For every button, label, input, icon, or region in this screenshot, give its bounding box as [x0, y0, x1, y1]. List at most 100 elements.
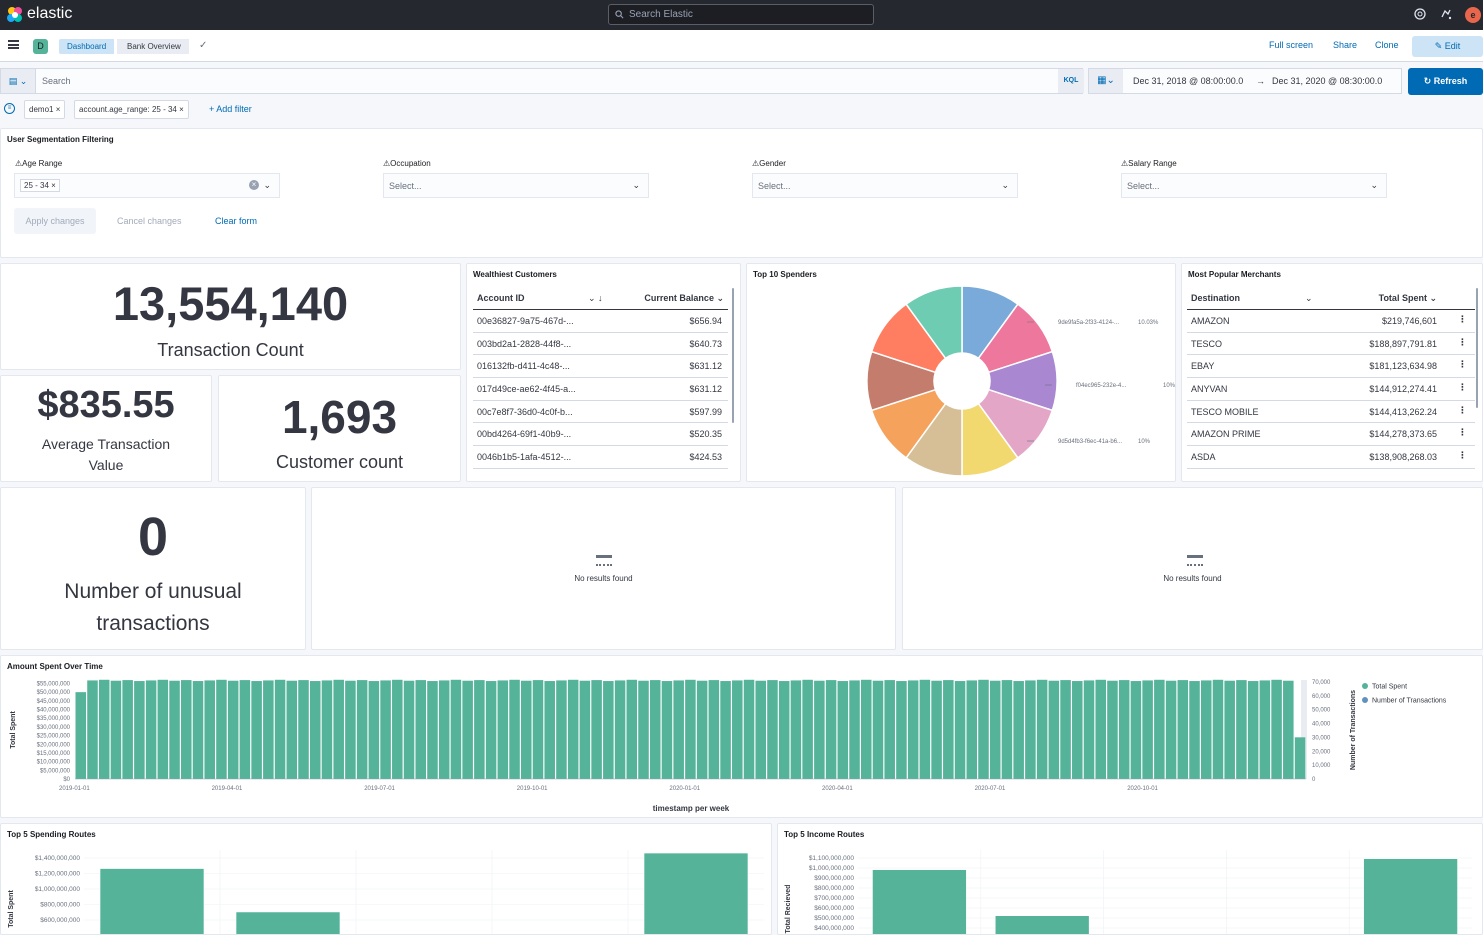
- timeseries-bar: [778, 681, 790, 779]
- add-filter-link[interactable]: + Add filter: [209, 104, 252, 114]
- table-row[interactable]: EBAY $181,123,634.98 ⋮: [1187, 355, 1475, 379]
- row-actions-icon[interactable]: ⋮: [1458, 404, 1467, 415]
- salary-range-select[interactable]: Select... ⌄: [1121, 173, 1387, 198]
- global-search-input[interactable]: Search Elastic: [608, 4, 874, 25]
- cell-value: $219,746,601: [1381, 316, 1437, 326]
- scrollbar[interactable]: [732, 288, 734, 423]
- full-screen-link[interactable]: Full screen: [1269, 40, 1314, 50]
- timeseries-bar: [1025, 680, 1036, 779]
- calendar-icon[interactable]: ▦⌄: [1089, 69, 1123, 93]
- help-icon[interactable]: [1413, 8, 1427, 22]
- sort-icon[interactable]: ⌄ ↓: [588, 293, 603, 303]
- table-row[interactable]: 0046b1b5-1afa-4512-... $424.53: [473, 446, 728, 469]
- timeseries-bar: [403, 680, 415, 779]
- timeseries-bar: [462, 680, 473, 779]
- timeseries-bar: [286, 680, 298, 779]
- timeseries-bar: [110, 680, 122, 779]
- col-current-balance[interactable]: Current Balance ⌄: [644, 293, 724, 303]
- gender-select[interactable]: Select... ⌄: [752, 173, 1018, 198]
- row-actions-icon[interactable]: ⋮: [1458, 314, 1467, 324]
- share-link[interactable]: Share: [1333, 40, 1358, 50]
- elastic-logo-icon[interactable]: [6, 6, 24, 24]
- table-row[interactable]: 003bd2a1-2828-44f8-... $640.73: [473, 333, 728, 356]
- row-actions-icon[interactable]: ⋮: [1458, 382, 1467, 393]
- row-actions-icon[interactable]: ⋮: [1458, 427, 1467, 438]
- table-row[interactable]: ASDA $138,908,268.03 ⋮: [1187, 446, 1475, 469]
- table-row[interactable]: AMAZON $219,746,601 ⋮: [1187, 310, 1475, 333]
- filter-pill-demo1[interactable]: demo1 ×: [24, 100, 66, 119]
- table-row[interactable]: 00c7e8f7-36d0-4c0f-b... $597.99: [473, 401, 728, 424]
- table-header: Account ID ⌄ ↓ Current Balance ⌄: [473, 286, 728, 310]
- refresh-button[interactable]: ↻ Refresh: [1408, 68, 1483, 95]
- row-actions-icon[interactable]: ⋮: [1458, 359, 1467, 370]
- table-row[interactable]: 00bd4264-69f1-40b9-... $520.35: [473, 423, 728, 447]
- row-actions-icon[interactable]: ⋮: [1458, 336, 1467, 347]
- scrollbar[interactable]: [1476, 288, 1478, 408]
- timeseries-bar: [860, 679, 872, 779]
- table-row[interactable]: 016132fb-d411-4c48-... $631.12: [473, 355, 728, 379]
- clear-form-button[interactable]: Clear form: [215, 216, 258, 226]
- apply-changes-button[interactable]: Apply changes: [14, 208, 96, 234]
- filter-bar: ≡ demo1 × account.age_range: 25 - 34 × +…: [0, 100, 1483, 120]
- cell-value: $631.12: [689, 384, 722, 395]
- clear-icon[interactable]: ×: [249, 180, 259, 190]
- table-row[interactable]: TESCO $188,897,791.81 ⋮: [1187, 333, 1475, 356]
- age-range-label: ⚠Age Range: [15, 159, 63, 168]
- table-row[interactable]: 00e36827-9a75-467d-... $656.94: [473, 310, 728, 333]
- date-end[interactable]: Dec 31, 2020 @ 08:30:00.0: [1272, 76, 1383, 86]
- merchants-table: Destination ⌄ Total Spent ⌄ AMAZON $219,7…: [1187, 286, 1475, 476]
- metric-label: Customer count: [275, 452, 404, 472]
- y-axis-label: Total Spent: [8, 890, 15, 928]
- timeseries-bar: [943, 680, 954, 779]
- table-row[interactable]: TESCO MOBILE $144,413,262.24 ⋮: [1187, 401, 1475, 424]
- news-feed-icon[interactable]: [1439, 8, 1453, 22]
- brand-name[interactable]: elastic: [27, 5, 73, 22]
- chevron-down-icon: ⌄: [1370, 180, 1378, 190]
- date-start[interactable]: Dec 31, 2018 @ 08:00:00.0: [1133, 76, 1244, 86]
- occupation-select[interactable]: Select... ⌄: [383, 173, 649, 198]
- metric-value: 0: [137, 507, 169, 567]
- saved-query-icon[interactable]: ▤ ⌄: [1, 69, 36, 93]
- close-icon[interactable]: ×: [179, 105, 184, 114]
- age-range-select[interactable]: 25 - 34 × × ⌄: [14, 173, 280, 198]
- timeseries-bar: [485, 681, 497, 779]
- row-actions-icon[interactable]: ⋮: [1458, 450, 1467, 461]
- timeseries-bar: [474, 680, 485, 779]
- date-picker[interactable]: ▦⌄ Dec 31, 2018 @ 08:00:00.0 → Dec 31, 2…: [1088, 68, 1402, 94]
- y-right-tick: 30,000: [1312, 735, 1331, 741]
- filter-options-icon[interactable]: ≡: [4, 103, 15, 114]
- timeseries-bar: [1154, 679, 1165, 779]
- table-row[interactable]: 017d49ce-ae62-4f45-a... $631.12: [473, 378, 728, 401]
- col-account-id[interactable]: Account ID: [477, 293, 525, 303]
- query-input[interactable]: Search: [42, 76, 71, 86]
- col-destination[interactable]: Destination: [1191, 293, 1241, 303]
- age-range-chip[interactable]: 25 - 34 ×: [20, 179, 60, 192]
- table-body: AMAZON $219,746,601 ⋮ TESCO $188,897,791.81 ⋮…: [1187, 310, 1475, 469]
- cancel-changes-button[interactable]: Cancel changes: [117, 216, 182, 226]
- income-routes-chart: $1,100,000,000 $1,000,000,000 $900,000,000…: [785, 850, 1472, 934]
- space-avatar[interactable]: D: [33, 39, 48, 54]
- edit-button[interactable]: ✎ Edit: [1412, 36, 1483, 57]
- menu-toggle-icon[interactable]: [8, 40, 19, 49]
- chevron-down-icon[interactable]: ⌄: [263, 180, 271, 190]
- col-total-spent[interactable]: Total Spent ⌄: [1378, 293, 1437, 303]
- timeseries-bar: [837, 681, 849, 779]
- close-icon[interactable]: ×: [55, 105, 61, 114]
- user-avatar[interactable]: e: [1465, 7, 1481, 23]
- clone-link[interactable]: Clone: [1375, 40, 1399, 50]
- table-row[interactable]: ANYVAN $144,912,274.41 ⋮: [1187, 378, 1475, 401]
- cell-key: ASDA: [1191, 452, 1216, 463]
- breadcrumb-dashboard[interactable]: Dashboard: [59, 39, 115, 54]
- timeseries-bar: [521, 680, 532, 779]
- table-row[interactable]: AMAZON PRIME $144,278,373.65 ⋮: [1187, 423, 1475, 447]
- cell-key: AMAZON: [1191, 316, 1230, 326]
- panel-title: User Segmentation Filtering: [7, 135, 114, 144]
- cell-value: $188,897,791.81: [1369, 338, 1437, 349]
- chevron-down-icon[interactable]: ⌄: [1305, 293, 1313, 303]
- filter-pill-age-range[interactable]: account.age_range: 25 - 34 ×: [74, 100, 189, 119]
- timeseries-bar: [1130, 681, 1142, 779]
- query-bar[interactable]: ▤ ⌄ Search KQL: [0, 68, 1084, 94]
- timeseries-bar: [450, 679, 462, 779]
- y-right-tick: 0: [1312, 777, 1316, 783]
- kql-toggle[interactable]: KQL: [1058, 69, 1084, 93]
